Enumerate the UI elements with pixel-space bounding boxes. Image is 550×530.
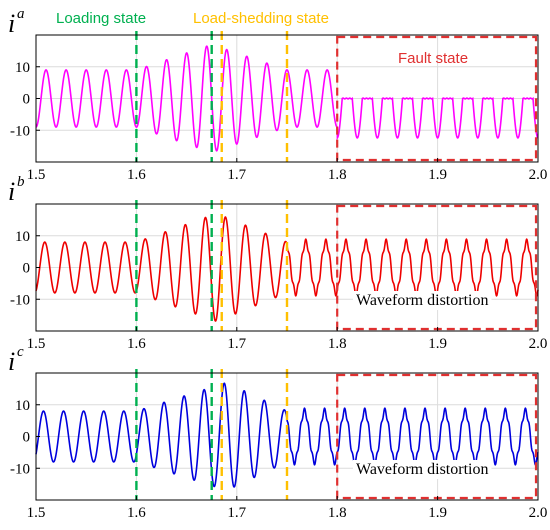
panel-title-superscript-a: a bbox=[17, 6, 25, 22]
panel-title-ib: i bbox=[8, 177, 15, 206]
x-tick-label: 1.9 bbox=[428, 336, 447, 352]
fault-state-label: Fault state bbox=[398, 50, 468, 67]
panel-b: 1.5 1.6 1.7 1.8 1.9 2.0 10 0 -10 i b bbox=[8, 174, 547, 352]
x-tick-label: 1.7 bbox=[227, 505, 246, 521]
x-tick-label: 2.0 bbox=[529, 505, 548, 521]
loading-state-label: Loading state bbox=[56, 10, 146, 27]
y-tick-label: 10 bbox=[15, 398, 30, 414]
waveform-distortion-label-c: Waveform distortion bbox=[356, 461, 488, 478]
y-tick-label: 10 bbox=[15, 60, 30, 76]
load-shedding-state-label: Load-shedding state bbox=[193, 10, 329, 27]
y-tick-label: -10 bbox=[10, 292, 30, 308]
fault-state-box bbox=[336, 204, 538, 331]
x-tick-label: 1.7 bbox=[227, 336, 246, 352]
panel-title-superscript-c: c bbox=[17, 344, 24, 360]
panel-title-ia: i bbox=[8, 9, 15, 38]
y-tick-label: 0 bbox=[23, 261, 31, 277]
x-tick-label: 1.6 bbox=[127, 505, 146, 521]
distortion-label-backing bbox=[353, 291, 492, 310]
panel-a: 1.5 1.6 1.7 1.8 1.9 2.0 10 0 -10 i a bbox=[8, 6, 547, 183]
y-tick-label: -10 bbox=[10, 461, 30, 477]
x-tick-label: 1.9 bbox=[428, 505, 447, 521]
x-tick-label: 1.7 bbox=[227, 167, 246, 183]
y-tick-label: 10 bbox=[15, 229, 30, 245]
waveform-distortion-label-b: Waveform distortion bbox=[356, 292, 488, 309]
y-tick-label: 0 bbox=[23, 92, 31, 108]
x-tick-label: 1.5 bbox=[27, 336, 46, 352]
x-tick-label: 1.5 bbox=[27, 505, 46, 521]
distortion-label-backing bbox=[353, 460, 492, 479]
x-tick-label: 1.9 bbox=[428, 167, 447, 183]
panel-title-superscript-b: b bbox=[17, 174, 25, 190]
fault-state-box bbox=[336, 373, 538, 500]
y-tick-label: 0 bbox=[23, 430, 31, 446]
fault-state-box bbox=[336, 35, 538, 162]
panel-title-ic: i bbox=[8, 347, 15, 376]
series-line-ia bbox=[35, 45, 539, 152]
x-tick-label: 1.6 bbox=[127, 336, 146, 352]
x-tick-label: 1.8 bbox=[328, 336, 347, 352]
y-tick-label: -10 bbox=[10, 123, 30, 139]
x-tick-label: 2.0 bbox=[529, 167, 548, 183]
x-tick-label: 1.5 bbox=[27, 167, 46, 183]
panel-c: 1.5 1.6 1.7 1.8 1.9 2.0 10 0 -10 i c bbox=[8, 344, 547, 521]
x-tick-label: 1.6 bbox=[127, 167, 146, 183]
x-tick-label: 1.8 bbox=[328, 505, 347, 521]
x-tick-label: 1.8 bbox=[328, 167, 347, 183]
x-tick-label: 2.0 bbox=[529, 336, 548, 352]
